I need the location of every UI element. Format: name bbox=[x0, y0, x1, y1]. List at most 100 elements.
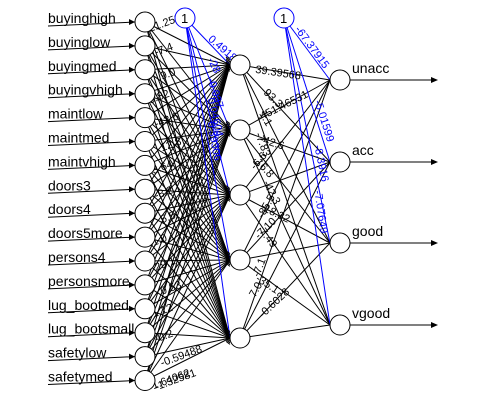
arrow-tick bbox=[225, 332, 231, 337]
edge-input-hidden bbox=[144, 69, 231, 196]
arrow-tick bbox=[225, 66, 231, 71]
arrow-tick bbox=[225, 126, 231, 131]
input-label-doors3: doors3 bbox=[48, 177, 91, 193]
edge-input-hidden bbox=[144, 129, 231, 238]
input-neuron bbox=[134, 178, 156, 200]
arrow-tick bbox=[225, 336, 231, 341]
arrow-tick bbox=[225, 132, 231, 137]
edge-input-hidden bbox=[144, 64, 231, 142]
edge-bias-output bbox=[283, 17, 331, 163]
edge-input-hidden bbox=[144, 284, 231, 339]
edge-hidden-output bbox=[239, 79, 331, 196]
arrow-tick bbox=[225, 256, 231, 261]
arrow-tick bbox=[225, 185, 231, 190]
arrow-tick bbox=[225, 61, 231, 66]
input-neuron bbox=[134, 35, 156, 57]
bias-label: 1 bbox=[181, 11, 188, 26]
arrow-tick bbox=[225, 329, 231, 334]
arrow-tick bbox=[225, 188, 231, 193]
input-arrow bbox=[129, 42, 135, 49]
arrow-tick bbox=[225, 186, 231, 191]
input-arrow bbox=[129, 90, 135, 97]
input-arrow bbox=[129, 377, 135, 384]
input-line bbox=[47, 21, 136, 27]
arrow-tick bbox=[225, 194, 231, 199]
edge-input-hidden bbox=[144, 194, 231, 286]
edge-input-hidden bbox=[144, 337, 231, 381]
input-neuron bbox=[134, 274, 156, 296]
edge-input-hidden bbox=[144, 21, 231, 66]
bias-output-weight-label: -67.37915 bbox=[292, 24, 331, 71]
input-line bbox=[47, 69, 136, 75]
edge-input-hidden bbox=[144, 129, 231, 142]
output-neuron bbox=[329, 151, 351, 173]
input-line bbox=[47, 260, 136, 266]
edge-input-hidden bbox=[144, 165, 231, 261]
edge-input-hidden bbox=[144, 129, 231, 333]
edge-input-hidden bbox=[144, 308, 231, 339]
edge-input-hidden bbox=[144, 188, 231, 196]
weight-label: 9.0 bbox=[159, 66, 177, 83]
edge-hidden-output bbox=[239, 161, 331, 261]
input-label-lug_bootsmall: lug_bootsmall bbox=[48, 321, 134, 337]
edge-input-hidden bbox=[144, 117, 231, 131]
edge-hidden-output bbox=[239, 64, 331, 326]
edge-input-hidden bbox=[144, 64, 231, 119]
output-label-vgood: vgood bbox=[352, 305, 390, 321]
input-arrow bbox=[129, 258, 135, 264]
hidden-neuron bbox=[229, 327, 251, 349]
arrow-tick bbox=[225, 121, 231, 126]
edge-hidden-output bbox=[239, 64, 331, 244]
edge-hidden-output bbox=[239, 64, 331, 163]
input-line bbox=[47, 236, 136, 242]
input-line bbox=[47, 45, 136, 51]
edge-hidden-output bbox=[239, 194, 331, 326]
input-label-buyingvhigh: buyingvhigh bbox=[48, 82, 123, 98]
input-arrow bbox=[129, 114, 135, 121]
edge-input-hidden bbox=[144, 45, 231, 261]
edge-input-hidden bbox=[144, 259, 231, 334]
edge-hidden-output bbox=[239, 129, 331, 326]
weight-label: -43.6 bbox=[153, 111, 181, 131]
output-arrow bbox=[431, 322, 438, 328]
arrow-tick bbox=[225, 68, 231, 72]
edge-input-hidden bbox=[144, 64, 231, 71]
arrow-tick bbox=[225, 254, 231, 259]
edge-input-hidden bbox=[144, 93, 231, 261]
edge-input-hidden bbox=[144, 69, 231, 261]
arrow-tick bbox=[225, 58, 231, 63]
edge-bias-output bbox=[283, 17, 331, 326]
input-arrow bbox=[129, 138, 135, 145]
bias-output-weight-label: -5.01599 bbox=[311, 98, 336, 143]
input-neuron bbox=[134, 11, 156, 33]
edge-input-hidden bbox=[144, 93, 231, 131]
edge-input-hidden bbox=[144, 21, 231, 196]
input-label-maintlow: maintlow bbox=[48, 106, 104, 122]
edge-bias-output bbox=[283, 17, 331, 244]
bias-node bbox=[174, 7, 196, 29]
input-label-lug_bootmed: lug_bootmed bbox=[48, 297, 129, 313]
edge-hidden-output bbox=[239, 129, 331, 163]
edge-bias-hidden bbox=[184, 17, 231, 196]
edge-input-hidden bbox=[144, 129, 231, 166]
edge-input-hidden bbox=[144, 259, 231, 262]
edge-input-hidden bbox=[144, 129, 231, 310]
edge-input-hidden bbox=[144, 64, 231, 190]
edge-input-hidden bbox=[144, 129, 231, 286]
edge-input-hidden bbox=[144, 64, 231, 95]
edge-input-hidden bbox=[144, 64, 231, 381]
arrow-tick bbox=[225, 60, 231, 64]
edge-input-hidden bbox=[144, 64, 231, 309]
edge-input-hidden bbox=[144, 194, 231, 214]
input-arrow bbox=[129, 353, 135, 360]
output-arrow bbox=[431, 159, 438, 165]
edge-hidden-output bbox=[239, 194, 331, 244]
arrow-tick bbox=[225, 120, 231, 124]
input-neuron bbox=[134, 154, 156, 176]
edge-input-hidden bbox=[144, 260, 231, 339]
edge-bias-hidden bbox=[184, 17, 231, 261]
edge-input-hidden bbox=[144, 64, 231, 333]
edge-input-hidden bbox=[144, 194, 231, 381]
